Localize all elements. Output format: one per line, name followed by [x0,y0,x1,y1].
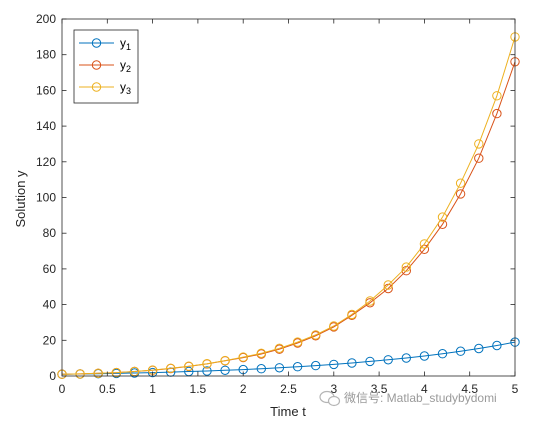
data-point [419,239,430,249]
legend-label: y3 [120,80,131,96]
data-point [256,348,266,358]
legend-entry-y1: y1 [79,36,131,52]
x-tick-label: 2.5 [280,382,297,396]
x-tick-label: 3.5 [371,382,388,396]
data-point [383,280,393,290]
x-tick-label: 0 [59,382,66,396]
data-point [292,362,303,372]
y-tick-label: 20 [43,333,57,347]
y-tick-label: 120 [36,155,56,169]
series-line-y3 [61,36,516,375]
series-y3 [57,32,520,379]
data-point [274,343,285,353]
axes [61,18,516,377]
data-point [455,346,466,356]
series-layer [57,32,520,379]
data-point [347,309,357,320]
legend-entry-y3: y3 [79,80,131,96]
legend-marker [91,82,102,92]
y-tick-label: 200 [36,12,56,26]
data-point [311,360,321,371]
x-tick-label: 3 [330,382,337,396]
x-tick-label: 1 [149,382,156,396]
watermark-text: 微信号: Matlab_studybydomi [344,391,497,405]
y-tick-label: 140 [36,119,56,133]
data-point [383,355,393,365]
data-point [365,356,375,367]
data-point [347,358,357,368]
data-point [474,153,484,163]
data-point [220,365,230,375]
data-point [492,340,502,351]
x-tick-label: 5 [512,382,519,396]
data-point [220,355,230,366]
y-axis-label: Solution y [13,170,28,228]
legend: y1 y2 y3 [73,29,139,104]
data-point [292,337,303,347]
data-point [238,352,248,362]
data-point [492,91,502,101]
data-point [401,353,411,363]
x-tick-label: 2 [240,382,247,396]
wechat-icon [319,390,341,407]
data-point [256,364,266,374]
data-point [492,108,502,119]
data-point [365,296,375,306]
watermark: 微信号: Matlab_studybydomi [319,390,497,407]
legend-marker [91,60,102,70]
x-tick-label: 0.5 [99,382,116,396]
data-point [202,366,212,376]
data-point [474,139,484,149]
data-point [311,330,321,340]
y-tick-label: 160 [36,83,56,97]
data-point [111,367,122,378]
x-tick-labels: 0 0.5 1 1.5 2 2.5 3 3.5 4 4.5 5 [59,382,519,396]
y-tick-labels: 0 20 40 60 80 100 120 140 160 180 200 [36,12,56,383]
data-point [147,367,158,378]
data-point [166,363,176,373]
y-tick-label: 0 [49,369,56,383]
data-point [329,321,339,331]
legend-label: y2 [120,58,131,74]
data-point [401,262,411,272]
legend-entry-y2: y2 [79,58,131,74]
data-point [419,351,430,361]
legend-label: y1 [120,36,131,52]
legend-marker [91,38,102,48]
x-tick-label: 4.5 [461,382,478,396]
x-axis-label: Time t [270,404,306,419]
data-point [437,219,448,230]
data-point [93,368,103,378]
data-point [437,349,448,359]
data-point [274,363,285,373]
y-tick-label: 40 [43,298,57,312]
data-point [455,178,466,188]
data-point [455,189,466,199]
data-point [184,361,194,371]
data-point [474,343,484,354]
x-tick-label: 1.5 [190,382,207,396]
y-tick-label: 60 [43,262,57,276]
legend-box [73,29,139,104]
x-tick-label: 4 [421,382,428,396]
data-point [202,359,212,369]
y-tick-label: 180 [36,48,56,62]
data-point [329,359,339,370]
y-tick-label: 100 [36,191,56,205]
data-point [75,369,85,379]
series-line-y1 [61,341,516,375]
y-tick-label: 80 [43,226,57,240]
data-point [437,212,448,222]
